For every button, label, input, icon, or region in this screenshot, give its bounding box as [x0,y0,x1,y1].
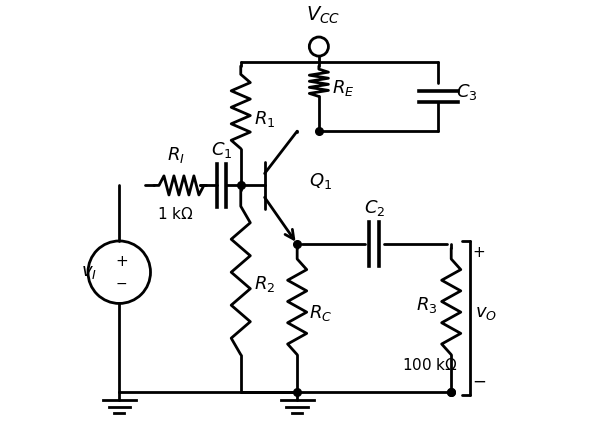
Text: $Q_1$: $Q_1$ [309,171,332,191]
Text: 1 k$\Omega$: 1 k$\Omega$ [158,206,194,222]
Text: $-$: $-$ [472,372,486,390]
Text: $v_O$: $v_O$ [475,304,497,323]
Text: $V_{CC}$: $V_{CC}$ [306,5,340,26]
Text: 100 k$\Omega$: 100 k$\Omega$ [402,357,457,373]
Text: $-$: $-$ [115,276,127,290]
Text: $C_3$: $C_3$ [455,82,477,102]
Text: $R_E$: $R_E$ [332,78,355,98]
Text: $R_2$: $R_2$ [254,274,275,294]
Text: $C_1$: $C_1$ [211,140,232,160]
Text: +: + [115,254,128,269]
Text: $v_I$: $v_I$ [81,263,97,281]
Text: $R_C$: $R_C$ [309,303,333,324]
Text: $R_3$: $R_3$ [416,295,437,315]
Text: $R_1$: $R_1$ [254,109,275,129]
Text: $R_I$: $R_I$ [167,145,185,165]
Text: $C_2$: $C_2$ [363,198,385,218]
Text: +: + [472,245,485,260]
